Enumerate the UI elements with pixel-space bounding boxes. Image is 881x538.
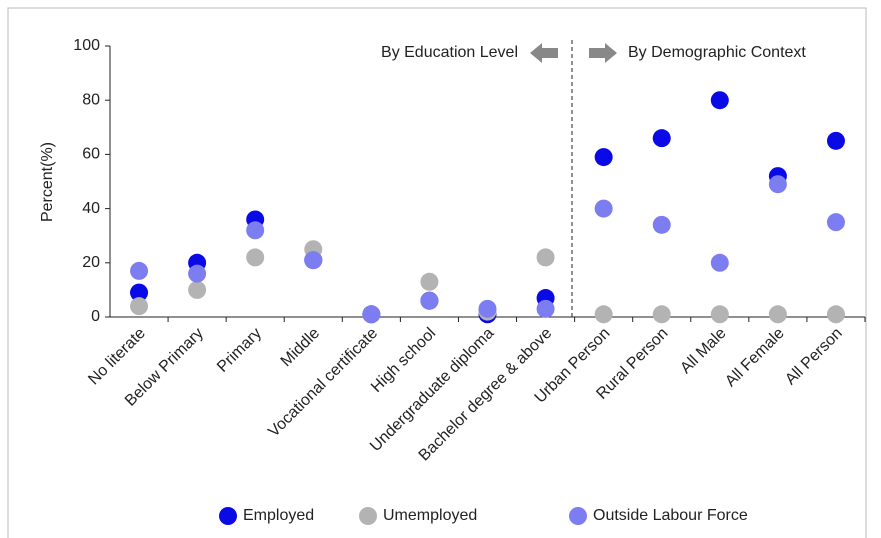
dot: [594, 199, 613, 218]
x-tick-label: No literate: [85, 325, 149, 389]
dot: [246, 221, 265, 240]
arrow-right: [589, 43, 617, 63]
x-tick-label: All Male: [677, 325, 729, 377]
dot: [652, 305, 671, 324]
y-tick-label: 20: [82, 254, 100, 271]
x-tick-label: All Female: [722, 325, 788, 391]
dot: [652, 215, 671, 234]
dot: [420, 291, 439, 310]
y-tick-label: 0: [91, 308, 100, 325]
annotation: By Demographic Context: [628, 44, 806, 61]
dot: [710, 91, 729, 110]
x-tick-label: Vocational certificate: [265, 325, 381, 441]
x-tick-label: Middle: [278, 325, 323, 370]
dot: [594, 148, 613, 167]
dot: [826, 213, 845, 232]
y-tick-label: 100: [73, 37, 100, 54]
y-tick-label: 80: [82, 91, 100, 108]
annotation: By Education Level: [381, 44, 518, 61]
dot: [130, 283, 149, 302]
dot: [768, 305, 787, 324]
dot: [130, 297, 149, 316]
dot: [768, 175, 787, 194]
dot: [594, 305, 613, 324]
legend-swatch: [569, 507, 587, 525]
dot: [826, 305, 845, 324]
frame: [7, 7, 867, 538]
x-tick-label: Primary: [214, 325, 265, 376]
dot: [246, 248, 265, 267]
dot: [478, 299, 497, 318]
legend-swatch: [219, 507, 237, 525]
dot: [362, 305, 381, 324]
dot: [188, 264, 207, 283]
dot: [304, 251, 323, 270]
x-tick-label: All Person: [782, 325, 846, 389]
legend-label: Outside Labour Force: [593, 507, 748, 524]
y-tick-label: 40: [82, 200, 100, 217]
dot: [536, 248, 555, 267]
dot: [710, 253, 729, 272]
dot: [826, 131, 845, 150]
legend-swatch: [359, 507, 377, 525]
legend-label: Umemployed: [383, 507, 477, 524]
y-axis-label: Percent(%): [39, 142, 56, 222]
dot: [710, 305, 729, 324]
y-tick-label: 60: [82, 146, 100, 163]
dot: [130, 261, 149, 280]
dot: [536, 299, 555, 318]
arrow-left: [530, 43, 558, 63]
dot: [420, 272, 439, 291]
dot: [652, 129, 671, 148]
legend-label: Employed: [243, 507, 314, 524]
dot: [188, 280, 207, 299]
